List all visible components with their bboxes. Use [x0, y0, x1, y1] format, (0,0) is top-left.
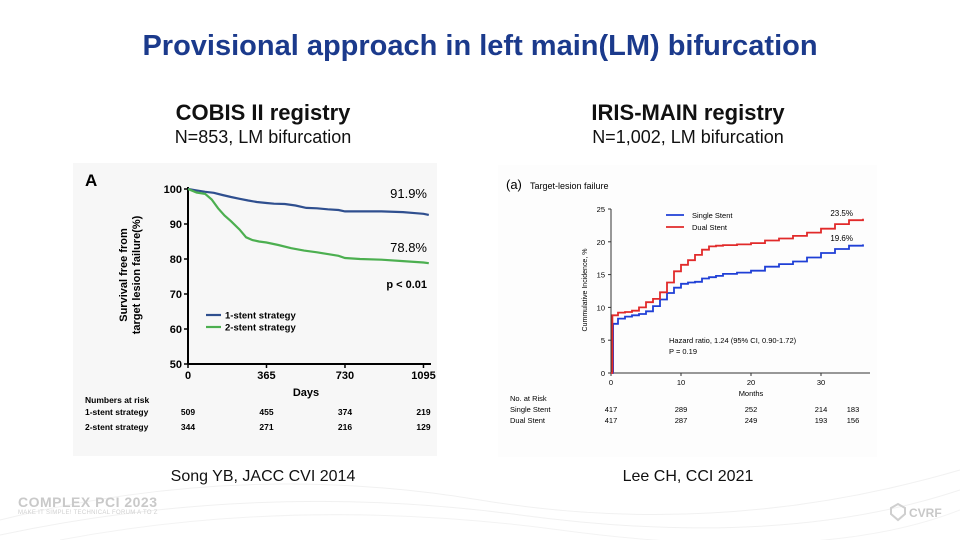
cobis-citation: Song YB, JACC CVI 2014: [170, 468, 356, 485]
x-tick-label: 10: [677, 378, 685, 387]
risk-value: 509: [181, 407, 195, 417]
cobis-km-chart: A 50 60 70 80 90 100 0 365 730 1095 Survival free…: [73, 163, 437, 456]
annotation-p-value: P = 0.19: [669, 347, 697, 356]
risk-value: 417: [605, 416, 618, 425]
y-tick-label: 0: [601, 369, 605, 378]
annotation-1stent-final: 91.9%: [390, 186, 427, 201]
risk-value: 214: [815, 405, 828, 414]
risk-value: 252: [745, 405, 758, 414]
series-line-dual: [611, 218, 864, 374]
risk-value: 289: [675, 405, 688, 414]
complex-pci-tagline: MAKE IT SIMPLE! TECHNICAL FORUM A TO Z: [18, 510, 158, 516]
y-tick-label: 25: [597, 205, 605, 214]
risk-value: 344: [181, 422, 195, 432]
y-tick-label: 60: [170, 324, 182, 336]
cvrf-logo-text: CVRF: [909, 506, 942, 520]
x-tick-label: 1095: [411, 370, 435, 382]
complex-pci-logo-text: COMPLEX PCI 2023: [18, 494, 158, 510]
cobis-heading: COBIS II registry N=853, LM bifurcation: [73, 100, 453, 148]
risk-value: 455: [259, 407, 273, 417]
risk-table-title: No. at Risk: [510, 394, 547, 403]
risk-value: 216: [338, 422, 352, 432]
risk-row-label: Single Stent: [510, 405, 551, 414]
risk-row-label: 2-stent strategy: [85, 422, 149, 432]
x-axis-label: Days: [293, 387, 319, 399]
x-tick-label: 730: [336, 370, 354, 382]
complex-pci-logo: COMPLEX PCI 2023 MAKE IT SIMPLE! TECHNIC…: [18, 494, 158, 516]
chart-panel-label: A: [85, 171, 97, 190]
risk-value: 287: [675, 416, 688, 425]
x-tick-label: 365: [257, 370, 275, 382]
risk-value: 183: [847, 405, 860, 414]
x-axis-label: Months: [739, 389, 764, 398]
iris-citation: Lee CH, CCI 2021: [622, 468, 754, 485]
y-tick-label: 10: [597, 303, 605, 312]
series-line-1stent: [187, 187, 430, 216]
legend-label: Dual Stent: [692, 223, 728, 232]
risk-value: 129: [416, 422, 430, 432]
y-tick-label: 20: [597, 238, 605, 247]
risk-value: 374: [338, 407, 352, 417]
series-line-single: [611, 244, 864, 374]
risk-table-title: Numbers at risk: [85, 395, 150, 405]
annotation-p-value: p < 0.01: [386, 279, 427, 291]
chart-title: Target-lesion failure: [530, 181, 609, 191]
x-tick-label: 0: [609, 378, 613, 387]
risk-value: 249: [745, 416, 758, 425]
iris-cumulative-svg: (a) Target-lesion failure 0 5 10 15 20 25 0 10 2…: [506, 177, 870, 425]
cobis-registry-name: COBIS II registry: [175, 100, 351, 125]
x-tick-label: 0: [185, 370, 191, 382]
iris-population: N=1,002, LM bifurcation: [592, 127, 784, 147]
iris-heading: IRIS-MAIN registry N=1,002, LM bifurcati…: [498, 100, 878, 148]
x-tick-label: 30: [817, 378, 825, 387]
y-tick-label: 15: [597, 271, 605, 280]
y-tick-label: 5: [601, 336, 605, 345]
risk-value: 156: [847, 416, 860, 425]
y-tick-label: 90: [170, 219, 182, 231]
legend-label: Single Stent: [692, 211, 733, 220]
risk-value: 219: [416, 407, 430, 417]
x-tick-label: 20: [747, 378, 755, 387]
cvrf-heart-icon: [890, 502, 906, 522]
y-axis-label: Survival free fromtarget lesion failure(…: [118, 215, 143, 334]
y-tick-label: 100: [164, 184, 182, 196]
slide-title: Provisional approach in left main(LM) bi…: [142, 30, 818, 62]
annotation-2stent-final: 78.8%: [390, 240, 427, 255]
y-tick-label: 80: [170, 254, 182, 266]
risk-value: 271: [259, 422, 273, 432]
series-line-2stent: [187, 187, 429, 265]
cobis-population: N=853, LM bifurcation: [174, 127, 352, 147]
iris-cumulative-chart: (a) Target-lesion failure 0 5 10 15 20 25 0 10 2…: [498, 165, 877, 457]
annotation-dual-final: 23.5%: [830, 209, 853, 218]
legend-label: 2-stent strategy: [225, 323, 296, 334]
annotation-single-final: 19.6%: [830, 234, 853, 243]
y-axis-label: Cummulative Incidence, %: [582, 249, 589, 332]
chart-panel-label: (a): [506, 177, 522, 192]
risk-row-label: 1-stent strategy: [85, 407, 149, 417]
annotation-hazard-ratio: Hazard ratio, 1.24 (95% CI, 0.90-1.72): [669, 336, 797, 345]
risk-value: 193: [815, 416, 828, 425]
legend-label: 1-stent strategy: [225, 311, 296, 322]
y-tick-label: 70: [170, 289, 182, 301]
cvrf-logo: CVRF: [888, 500, 948, 524]
risk-row-label: Dual Stent: [510, 416, 546, 425]
risk-value: 417: [605, 405, 618, 414]
iris-registry-name: IRIS-MAIN registry: [591, 100, 785, 125]
y-tick-label: 50: [170, 359, 182, 371]
cobis-km-svg: A 50 60 70 80 90 100 0 365 730 1095 Survival free…: [85, 171, 436, 432]
